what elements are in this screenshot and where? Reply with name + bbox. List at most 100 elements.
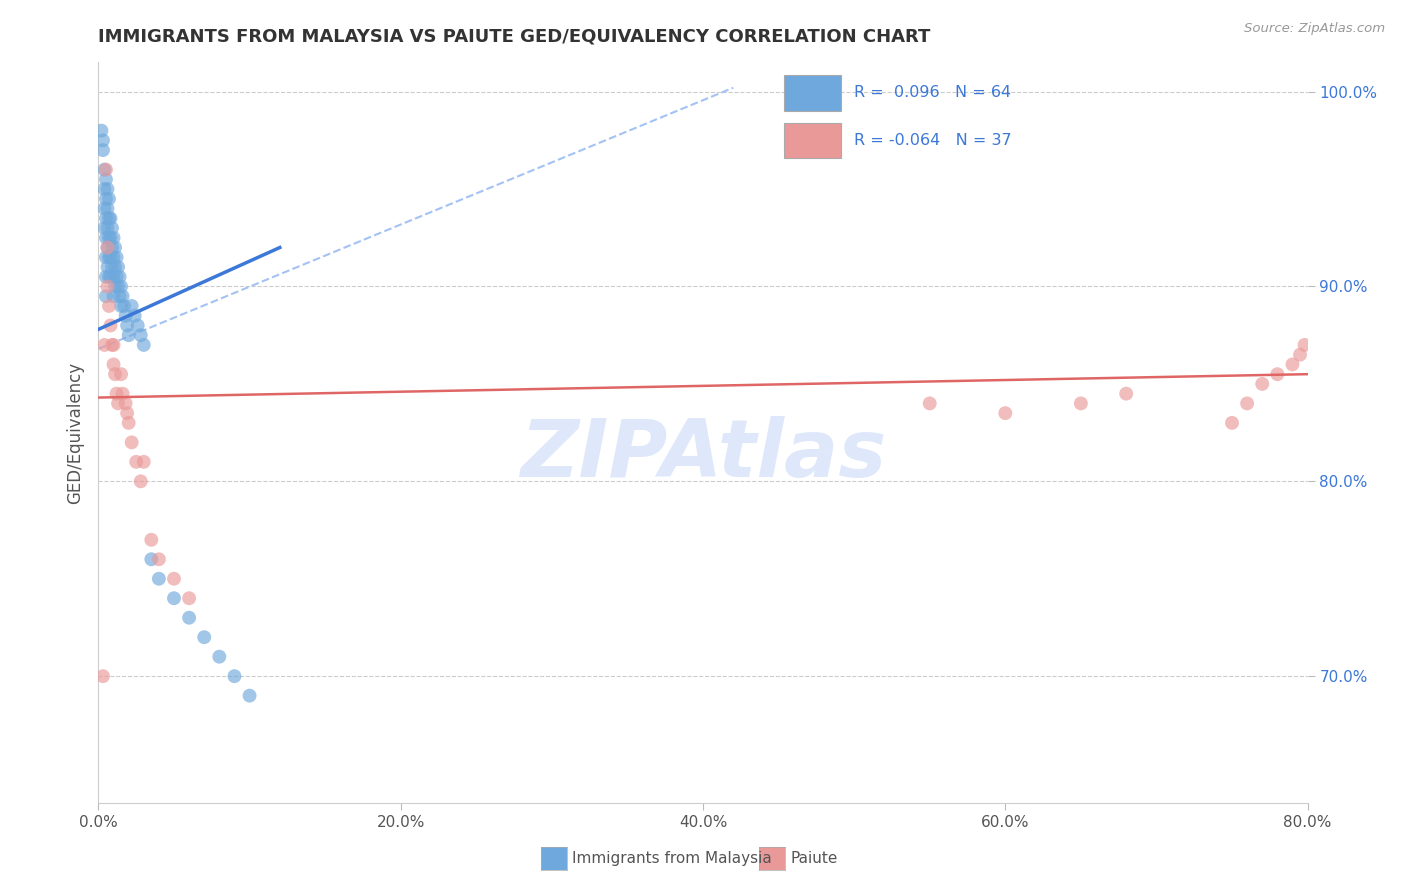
- Point: [129, 328, 152, 343]
- Point: [104, 279, 127, 293]
- Point: [94, 211, 117, 226]
- Point: [111, 386, 134, 401]
- Point: [141, 533, 163, 547]
- Point: [107, 396, 129, 410]
- Point: [118, 328, 141, 343]
- Point: [124, 309, 146, 323]
- Point: [96, 260, 118, 274]
- Point: [94, 172, 117, 186]
- Point: [98, 211, 121, 226]
- Point: [1236, 396, 1258, 410]
- Point: [1070, 396, 1092, 410]
- Point: [111, 289, 134, 303]
- Point: [96, 240, 118, 254]
- Point: [104, 240, 127, 254]
- Point: [1115, 386, 1137, 401]
- Point: [121, 299, 143, 313]
- Point: [224, 669, 246, 683]
- Point: [163, 572, 186, 586]
- Point: [107, 279, 129, 293]
- Point: [141, 552, 163, 566]
- Point: [115, 318, 138, 333]
- Point: [1251, 376, 1274, 391]
- Point: [1267, 367, 1289, 381]
- Point: [103, 269, 125, 284]
- Point: [98, 192, 121, 206]
- Point: [918, 396, 941, 410]
- Point: [104, 367, 127, 381]
- Point: [118, 416, 141, 430]
- Point: [96, 182, 118, 196]
- Point: [103, 289, 125, 303]
- Point: [129, 475, 152, 489]
- Point: [101, 260, 124, 274]
- Point: [103, 231, 125, 245]
- Point: [96, 240, 118, 254]
- Point: [100, 231, 122, 245]
- Text: ZIPAtlas: ZIPAtlas: [520, 416, 886, 494]
- Point: [100, 250, 122, 264]
- Point: [91, 143, 114, 157]
- Text: Source: ZipAtlas.com: Source: ZipAtlas.com: [1244, 22, 1385, 36]
- Point: [110, 299, 132, 313]
- Point: [994, 406, 1017, 420]
- Point: [94, 289, 117, 303]
- Point: [105, 250, 128, 264]
- Point: [110, 279, 132, 293]
- Point: [94, 192, 117, 206]
- Point: [132, 455, 155, 469]
- Point: [101, 338, 124, 352]
- Point: [107, 260, 129, 274]
- Point: [103, 338, 125, 352]
- Point: [1294, 338, 1316, 352]
- Point: [96, 202, 118, 216]
- Point: [110, 367, 132, 381]
- Point: [93, 182, 115, 196]
- Point: [93, 162, 115, 177]
- Point: [94, 269, 117, 284]
- Point: [96, 221, 118, 235]
- Point: [101, 240, 124, 254]
- Point: [1281, 358, 1303, 372]
- Point: [103, 250, 125, 264]
- Point: [101, 221, 124, 235]
- Point: [91, 669, 114, 683]
- Point: [125, 455, 148, 469]
- Point: [148, 572, 170, 586]
- Text: Paiute: Paiute: [790, 852, 838, 866]
- Point: [93, 221, 115, 235]
- Point: [114, 396, 136, 410]
- Point: [98, 250, 121, 264]
- Point: [91, 133, 114, 147]
- Point: [94, 162, 117, 177]
- Point: [121, 435, 143, 450]
- Point: [93, 338, 115, 352]
- Point: [1220, 416, 1243, 430]
- Point: [1289, 348, 1312, 362]
- Point: [100, 318, 122, 333]
- Point: [112, 299, 135, 313]
- Point: [98, 299, 121, 313]
- Point: [105, 269, 128, 284]
- Point: [179, 611, 201, 625]
- Point: [115, 406, 138, 420]
- Point: [90, 123, 112, 137]
- Point: [132, 338, 155, 352]
- Point: [94, 250, 117, 264]
- Point: [108, 269, 131, 284]
- Point: [239, 689, 262, 703]
- Point: [100, 269, 122, 284]
- Point: [208, 649, 231, 664]
- Point: [94, 231, 117, 245]
- Point: [114, 309, 136, 323]
- Point: [103, 358, 125, 372]
- Point: [105, 386, 128, 401]
- Point: [98, 231, 121, 245]
- Point: [96, 279, 118, 293]
- Text: IMMIGRANTS FROM MALAYSIA VS PAIUTE GED/EQUIVALENCY CORRELATION CHART: IMMIGRANTS FROM MALAYSIA VS PAIUTE GED/E…: [98, 28, 931, 45]
- Text: Immigrants from Malaysia: Immigrants from Malaysia: [572, 852, 772, 866]
- Point: [98, 269, 121, 284]
- Point: [127, 318, 149, 333]
- Point: [148, 552, 170, 566]
- Point: [193, 630, 215, 644]
